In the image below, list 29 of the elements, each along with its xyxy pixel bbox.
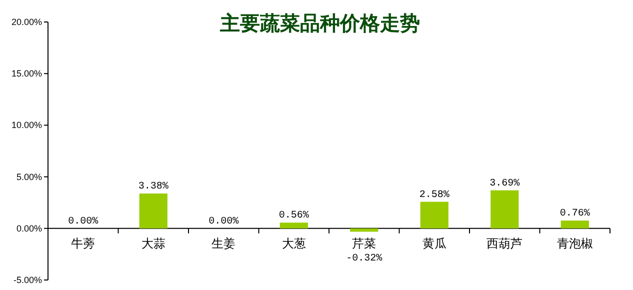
x-tick-label: 大葱 <box>282 236 306 250</box>
data-label: 2.58% <box>419 190 450 201</box>
y-tick-label: -5.00% <box>13 275 42 285</box>
data-label: 0.00% <box>68 216 98 228</box>
y-tick-label: 20.00% <box>11 17 42 27</box>
bar <box>280 222 308 228</box>
x-tick-label: 西葫芦 <box>486 236 523 250</box>
data-label: 0.76% <box>560 208 590 220</box>
x-tick-label: 牛蒡 <box>71 236 96 250</box>
bar <box>560 220 589 228</box>
x-tick-label: 黄瓜 <box>422 236 446 250</box>
chart-title: 主要蔬菜品种价格走势 <box>219 12 420 35</box>
y-tick-label: 0.00% <box>16 223 42 234</box>
x-tick-label: 大蒜 <box>141 236 166 250</box>
data-label: 3.38% <box>138 182 168 193</box>
y-tick-label: 10.00% <box>11 120 42 130</box>
y-tick-label: 5.00% <box>16 172 42 182</box>
bar <box>490 190 519 228</box>
x-tick-label: 芹菜 <box>352 236 376 250</box>
data-label: 0.56% <box>278 210 309 222</box>
bar <box>420 202 448 228</box>
y-tick-label: 15.00% <box>11 68 42 79</box>
bar <box>350 228 378 232</box>
data-label: 3.69% <box>490 178 520 190</box>
x-tick-label: 生姜 <box>212 236 236 250</box>
data-label: -0.32% <box>346 254 382 265</box>
bar <box>139 194 168 228</box>
data-label: 0.00% <box>208 216 239 228</box>
x-tick-label: 青泡椒 <box>556 236 593 250</box>
